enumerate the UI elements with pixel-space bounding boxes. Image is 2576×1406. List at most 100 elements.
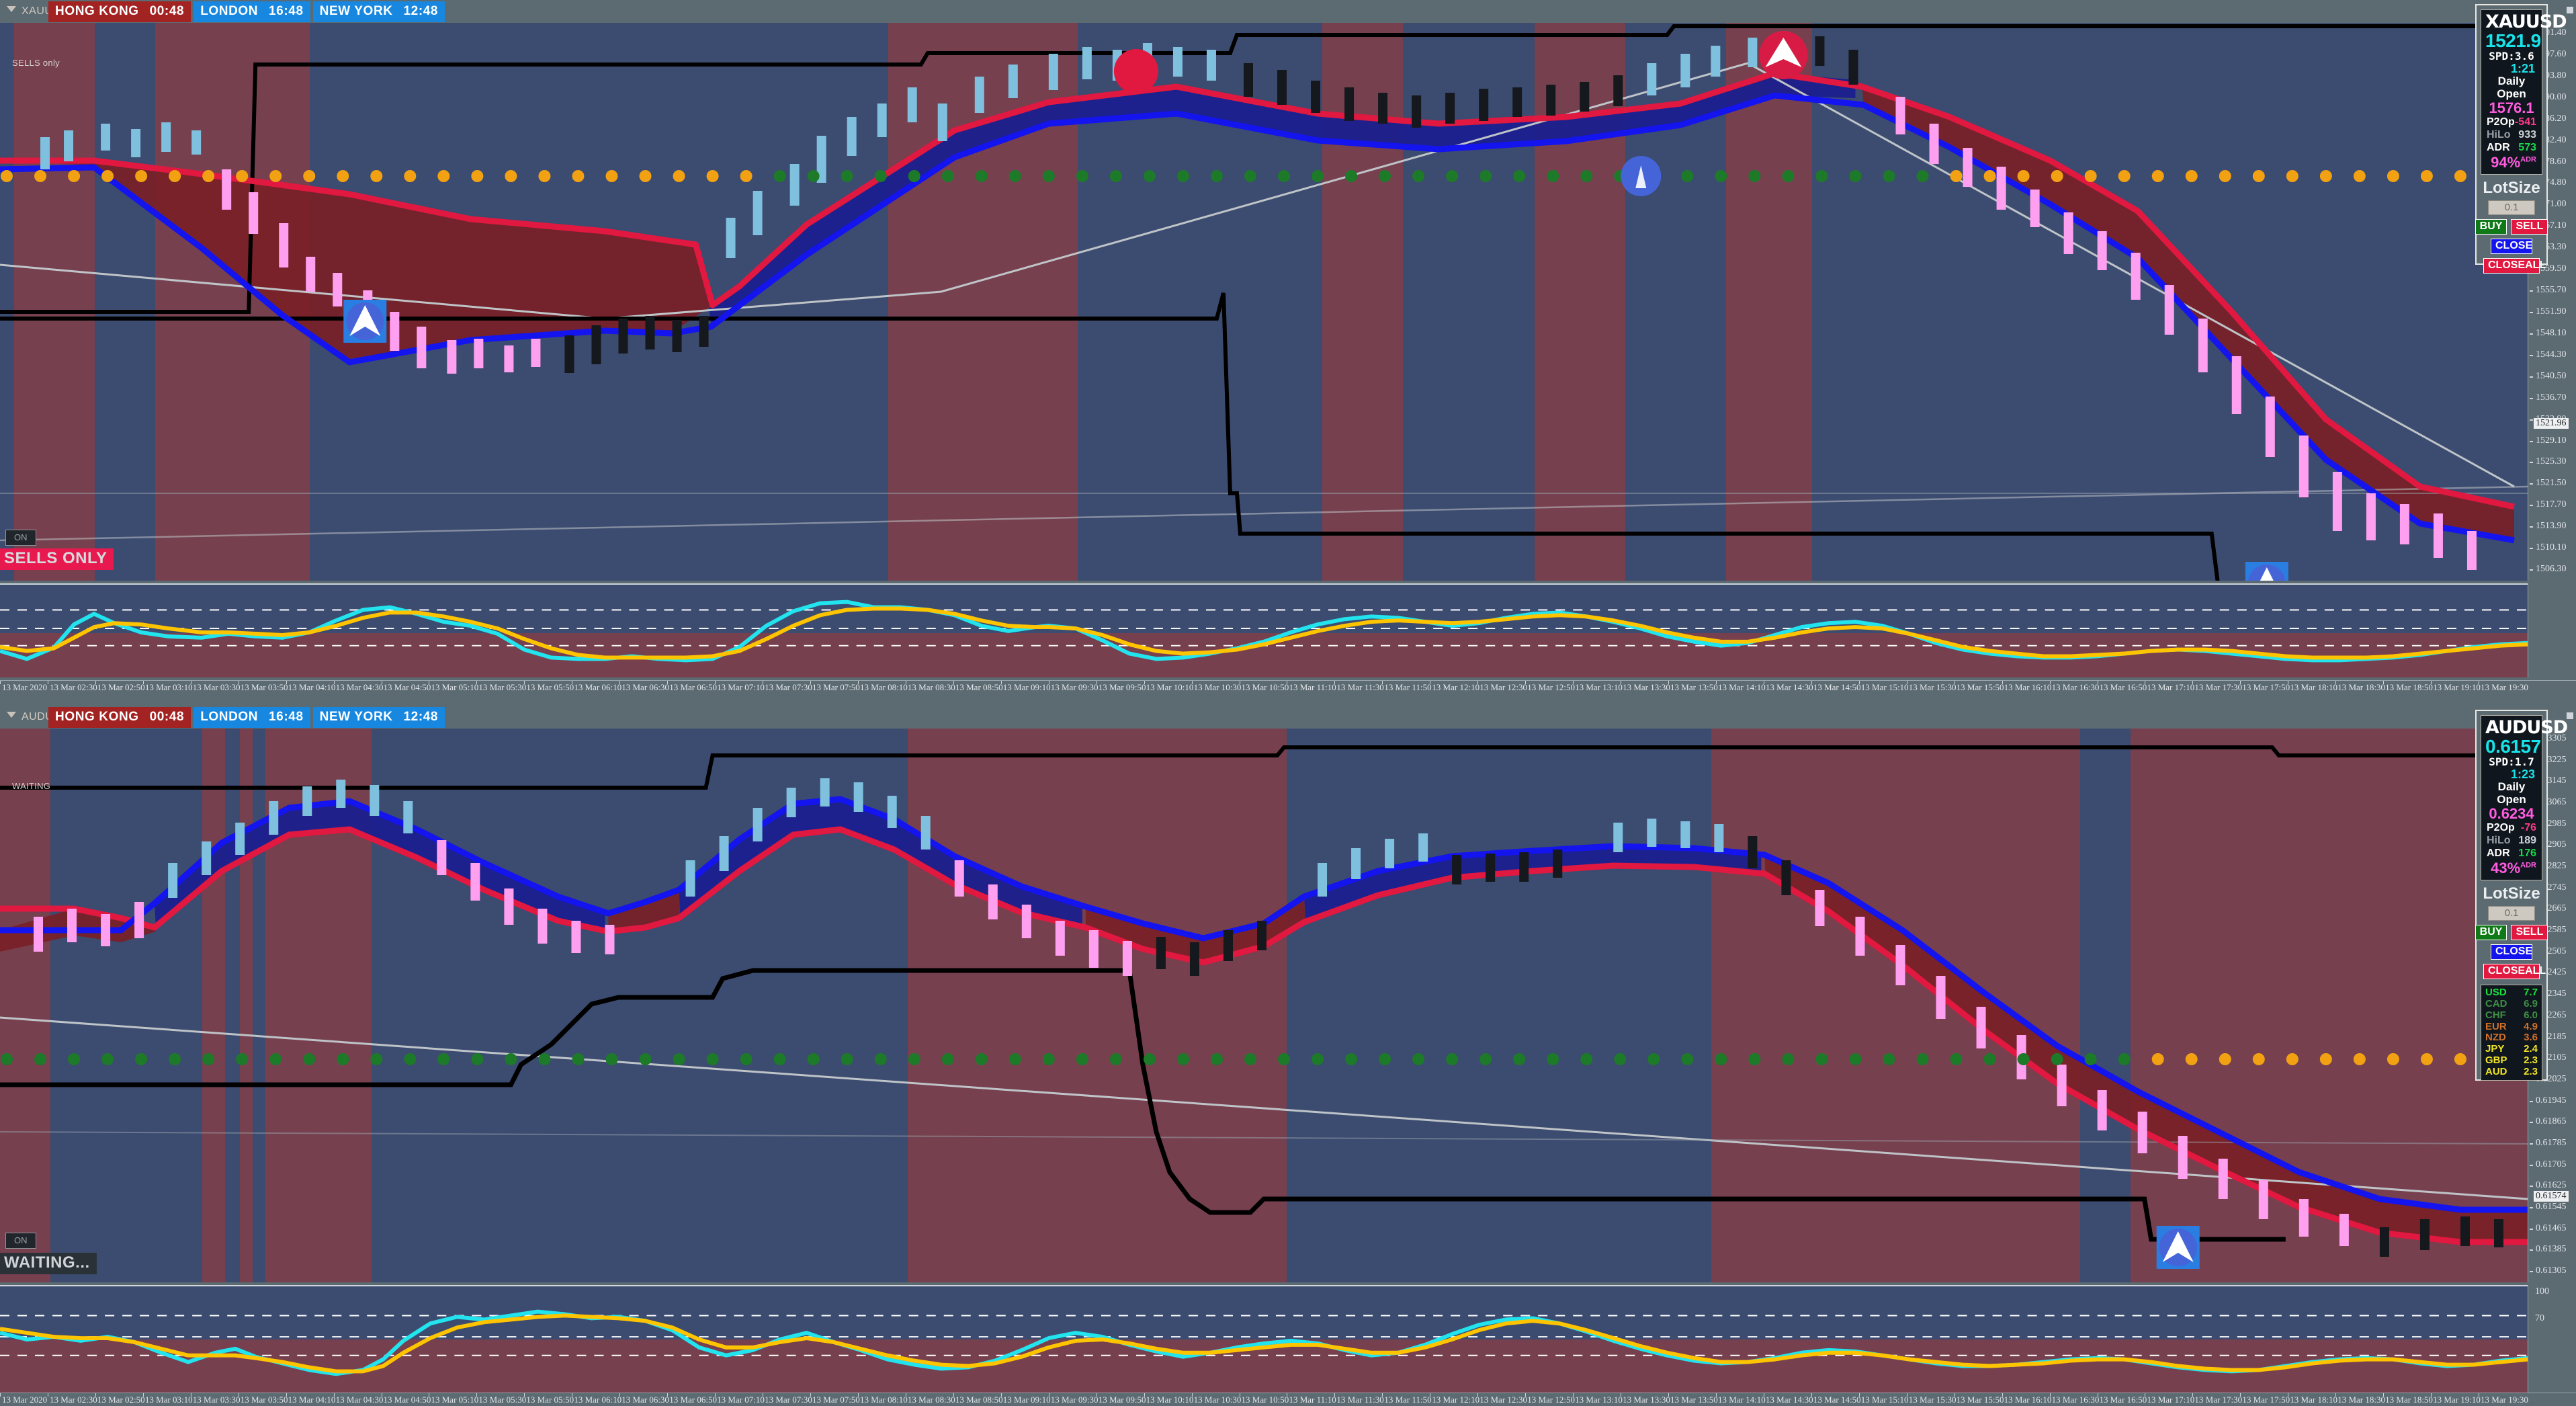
time-tick-label: 13 Mar 04:10 [288, 682, 336, 692]
time-tick-mark [2240, 1393, 2241, 1397]
price-tick-label: 1529.10 [2536, 436, 2567, 446]
ea-on-toggle-button[interactable]: ON [5, 1233, 36, 1249]
price-scale-xauusd[interactable]: 1601.40 1597.60 1593.80 1590.00 1586.20 1582.… [2528, 23, 2576, 581]
time-tick-mark [2383, 681, 2385, 684]
ea-adr-value: 573 [2518, 142, 2536, 154]
oscillator-scale-audusd[interactable]: 100 70 [2528, 1285, 2576, 1393]
time-tick-label: 13 Mar 06:30 [621, 1395, 670, 1405]
time-tick-label: 13 Mar 08:30 [907, 1395, 955, 1405]
session-time: 16:48 [269, 4, 304, 18]
time-tick-label: 13 Mar 15:30 [1908, 1395, 1957, 1405]
ea-closeall-button[interactable]: CLOSEALL [2483, 964, 2546, 980]
time-tick-label: 13 Mar 16:30 [2051, 682, 2100, 692]
ea-lotsize-input[interactable]: 0.1 [2488, 906, 2535, 921]
time-tick-mark [715, 1393, 716, 1397]
currency-code: EUR [2485, 1020, 2507, 1032]
current-price-tag: 1521.96 [2534, 418, 2569, 429]
ea-adr-percent: 94%ADR [2485, 155, 2538, 170]
oscillator-pane-xauusd[interactable] [0, 583, 2528, 677]
ea-on-toggle-button[interactable]: ON [5, 530, 36, 546]
currency-code: GBP [2485, 1054, 2507, 1066]
time-tick-label: 13 Mar 05:30 [478, 1395, 527, 1405]
time-tick-mark [1144, 1393, 1145, 1397]
ea-buy-button[interactable]: BUY [2475, 925, 2507, 941]
ea-dashboard-xauusd: XAUUSD 1521.9 SPD:3.6 1:21 Daily Open 15… [2475, 4, 2567, 274]
ea-sell-button[interactable]: SELL [2511, 219, 2548, 235]
ea-daily-open-label: Daily Open [2497, 74, 2526, 100]
chevron-down-icon[interactable] [7, 6, 16, 12]
time-tick-label: 13 Mar 05:30 [478, 682, 527, 692]
chart-mode-note: WAITING [12, 781, 51, 791]
chart-mode-note: SELLS only [12, 58, 60, 68]
time-tick-label: 13 Mar 16:10 [2004, 682, 2052, 692]
ea-adr-percent-value: 43% [2491, 860, 2521, 877]
price-pane-audusd[interactable]: WAITING ON WAITING... [0, 729, 2528, 1282]
currency-value: 6.9 [2524, 997, 2538, 1009]
price-tick-label: 1555.70 [2536, 285, 2567, 295]
session-name: LONDON [200, 710, 259, 724]
ea-closeall-button[interactable]: CLOSEALL [2483, 258, 2546, 274]
ea-close-button[interactable]: CLOSE [2491, 239, 2532, 255]
session-hong-kong: HONG KONG 00:48 [48, 707, 191, 728]
time-tick-label: 13 Mar 03:30 [192, 1395, 241, 1405]
time-tick-label: 13 Mar 06:50 [669, 682, 717, 692]
time-tick-label: 13 Mar 10:10 [1146, 1395, 1194, 1405]
price-tick-label: 1510.10 [2536, 542, 2567, 552]
ea-buy-button[interactable]: BUY [2475, 219, 2507, 235]
time-tick-label: 13 Mar 09:30 [1050, 682, 1099, 692]
oscillator-pane-audusd[interactable] [0, 1285, 2528, 1393]
time-tick-mark [1668, 681, 1670, 684]
session-name: LONDON [200, 4, 259, 18]
time-tick-label: 13 Mar 17:30 [2194, 1395, 2243, 1405]
time-tick-label: 13 Mar 06:10 [574, 1395, 622, 1405]
time-tick-label: 13 Mar 02:50 [97, 1395, 145, 1405]
time-tick-mark [1191, 1393, 1193, 1397]
ea-close-button[interactable]: CLOSE [2491, 944, 2532, 960]
price-tick: 1521.50 [2528, 478, 2576, 488]
time-tick-label: 13 Mar 14:10 [1717, 682, 1766, 692]
price-pane-xauusd[interactable]: SELLS only ON SELLS ONLY [0, 23, 2528, 581]
ea-symbol: AUDUSD [2485, 717, 2568, 738]
scroll-nub[interactable] [2567, 712, 2573, 719]
ea-lotsize-input[interactable]: 0.1 [2488, 200, 2535, 216]
time-tick-mark [286, 1393, 287, 1397]
time-tick-label: 13 Mar 16:50 [2099, 1395, 2147, 1405]
time-tick-label: 13 Mar 10:50 [1241, 682, 1289, 692]
time-tick-label: 13 Mar 13:10 [1575, 1395, 1623, 1405]
chevron-down-icon[interactable] [7, 712, 16, 718]
time-tick-mark [810, 1393, 812, 1397]
chart-window-xauusd: XAUUSD,M5 HONG KONG 00:48 LONDON 16:48 N… [0, 1, 2576, 692]
currency-strength-row: GBP 2.3 [2485, 1054, 2538, 1067]
time-tick-label: 13 Mar 06:10 [574, 682, 622, 692]
time-tick-mark [667, 1393, 669, 1397]
time-tick-label: 13 Mar 14:30 [1765, 1395, 1813, 1405]
price-tick-label: 1540.50 [2536, 371, 2567, 381]
ea-adr-label: ADR [2487, 142, 2510, 154]
time-tick-mark [2335, 681, 2337, 684]
ea-current-price: 1521.9 [2485, 30, 2541, 52]
time-tick-label: 13 Mar 15:10 [1860, 682, 1909, 692]
time-tick-label: 13 Mar 08:10 [859, 1395, 908, 1405]
session-clock-bar: HONG KONG 00:48 LONDON 16:48 NEW YORK 12… [48, 1, 445, 22]
time-tick-label: 13 Mar 18:10 [2290, 1395, 2338, 1405]
time-tick-mark [1858, 1393, 1860, 1397]
oscillator-scale-xauusd[interactable] [2528, 583, 2576, 677]
ea-sell-button[interactable]: SELL [2511, 925, 2548, 941]
scroll-nub[interactable] [2567, 7, 2573, 13]
time-tick-label: 13 Mar 17:10 [2147, 682, 2195, 692]
price-tick-label: 0.61865 [2536, 1116, 2567, 1126]
time-tick-label: 13 Mar 12:50 [1527, 1395, 1575, 1405]
time-tick-label: 13 Mar 02:30 [49, 682, 97, 692]
price-tick: 1506.30 [2528, 564, 2576, 574]
time-tick-label: 13 Mar 04:50 [383, 1395, 431, 1405]
time-tick-label: 13 Mar 07:50 [812, 1395, 860, 1405]
time-tick-mark [1811, 1393, 1812, 1397]
currency-value: 6.0 [2524, 1009, 2538, 1021]
currency-value: 2.3 [2524, 1054, 2538, 1066]
time-tick-label: 13 Mar 17:50 [2242, 1395, 2290, 1405]
session-time: 12:48 [403, 4, 439, 18]
time-tick-mark [0, 681, 1, 684]
ea-spread: SPD:3.6 [2489, 50, 2534, 63]
time-tick-label: 13 Mar 15:10 [1860, 1395, 1909, 1405]
time-tick-mark [810, 681, 812, 684]
